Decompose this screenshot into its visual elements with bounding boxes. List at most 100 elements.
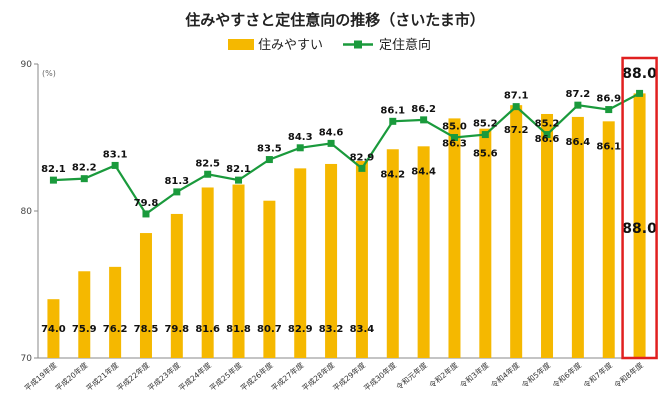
bar-value-label: 76.2 (103, 324, 128, 335)
chart-title: 住みやすさと定住意向の推移（さいたま市） (185, 11, 485, 29)
bar-value-label: 86.1 (596, 141, 621, 152)
line-point (574, 101, 582, 109)
line-point (636, 89, 644, 97)
bar (571, 116, 584, 358)
bar-value-label: 86.6 (535, 134, 560, 145)
bar-value-label: 75.9 (72, 324, 97, 335)
line-value-label: 82.1 (226, 164, 251, 175)
line-value-label: 82.5 (195, 158, 220, 169)
line-value-label: 86.2 (411, 104, 436, 115)
bar-value-label: 82.9 (288, 324, 313, 335)
line-value-label: 85.2 (535, 119, 560, 130)
line-point (420, 116, 428, 124)
bars (47, 93, 646, 359)
x-tick-label: 平成22年度 (115, 360, 152, 393)
legend-line-marker (354, 40, 362, 49)
bar (479, 128, 492, 358)
unit-label: (%) (42, 69, 56, 78)
line-point (389, 117, 397, 125)
y-tick-label: 80 (21, 207, 33, 217)
line-point (173, 188, 181, 196)
bar (602, 121, 615, 358)
bar (417, 146, 430, 358)
line-value-label: 82.2 (72, 163, 97, 174)
line-series (49, 89, 644, 218)
line-point (481, 131, 489, 139)
line-point (111, 161, 119, 169)
x-tick-label: 平成23年度 (145, 360, 182, 393)
highlight-box (621, 56, 658, 360)
bar-value-label: 81.6 (195, 324, 220, 335)
bar-value-label: 83.2 (319, 324, 344, 335)
x-tick-label: 令和4年度 (488, 360, 521, 390)
x-tick-label: 令和2年度 (427, 360, 460, 390)
bar-value-label: 86.4 (566, 137, 591, 148)
bar-value-label: 74.0 (41, 324, 66, 335)
line-value-label: 82.1 (41, 164, 66, 175)
line-point (296, 144, 304, 152)
x-tick-label: 令和5年度 (519, 360, 552, 390)
bar (263, 200, 276, 358)
bar-value-label: 85.6 (473, 149, 498, 160)
x-tick-label: 令和7年度 (581, 360, 614, 390)
line-point (235, 176, 243, 184)
bar (232, 184, 245, 358)
x-tick-label: 平成20年度 (53, 360, 90, 393)
x-tick-label: 平成26年度 (238, 360, 275, 393)
bar (294, 168, 307, 358)
line-value-label: 85.2 (473, 119, 498, 130)
line-value-label: 83.1 (103, 149, 128, 160)
x-tick-label: 令和8年度 (612, 360, 645, 390)
x-tick-label: 平成19年度 (22, 360, 59, 393)
line-point (512, 103, 520, 111)
legend-line-label: 定住意向 (379, 37, 431, 53)
bar (448, 118, 461, 358)
y-tick-label: 90 (21, 60, 33, 70)
line-value-label: 84.6 (319, 127, 344, 138)
line-point (358, 164, 366, 172)
line-point (142, 210, 150, 218)
bar (78, 271, 91, 358)
line-value-label: 83.5 (257, 144, 282, 155)
line-point (80, 175, 88, 183)
bar-value-label: 81.8 (226, 324, 251, 335)
bar-value-label: 83.4 (350, 324, 375, 335)
bar (325, 163, 338, 358)
bar (355, 161, 368, 358)
line-value-label: 84.3 (288, 132, 313, 143)
line-point (265, 156, 273, 164)
data-labels: 74.0 75.9 76.2 78.5 79.8 81.6 81.8 80.7 82.9 83.2… (41, 66, 657, 335)
x-tick-label: 平成25年度 (207, 360, 244, 393)
line-value-label: 79.8 (134, 198, 159, 209)
legend-bar-swatch (228, 39, 254, 50)
x-tick-label: 平成28年度 (300, 360, 337, 393)
line-point (204, 170, 212, 178)
x-tick-labels: 平成19年度平成20年度平成21年度平成22年度平成23年度平成24年度平成25… (22, 360, 645, 393)
line-point (605, 106, 613, 114)
line-value-label: 86.1 (380, 105, 405, 116)
legend-bar-label: 住みやすい (258, 38, 323, 53)
x-tick-label: 平成29年度 (330, 360, 367, 393)
bar-value-label: 79.8 (164, 324, 189, 335)
line-point (543, 131, 551, 139)
line-value-label: 87.2 (566, 89, 591, 100)
legend: 住みやすい 定住意向 (228, 37, 431, 53)
bar-value-label: 86.3 (442, 138, 467, 149)
line-point (327, 139, 335, 147)
bar (201, 187, 214, 358)
x-tick-label: 平成21年度 (84, 360, 121, 393)
x-tick-label: 平成24年度 (176, 360, 213, 393)
bar (47, 299, 60, 358)
bar-value-label: 88.0 (622, 221, 657, 237)
bar (510, 105, 523, 358)
line-value-label: 88.0 (622, 66, 657, 82)
x-tick-label: 平成30年度 (361, 360, 398, 393)
x-tick-label: 令和6年度 (550, 360, 583, 390)
bar (633, 93, 646, 359)
line-value-label: 82.9 (350, 152, 375, 163)
x-tick-label: 令和元年度 (394, 360, 430, 392)
bar-value-label: 84.2 (380, 169, 405, 180)
line-value-label: 86.9 (596, 94, 621, 105)
